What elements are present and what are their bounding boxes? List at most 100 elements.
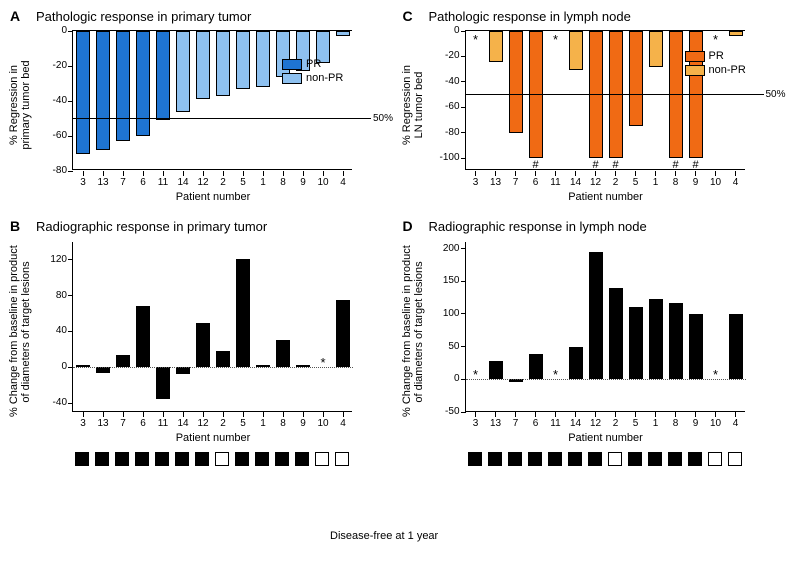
x-tick-label: 14 — [173, 418, 193, 429]
x-tick-label: 9 — [293, 177, 313, 188]
disease-free-box — [468, 452, 482, 466]
legend-swatch — [685, 65, 705, 76]
x-tick-label: 2 — [606, 177, 626, 188]
y-tick-label: 120 — [37, 254, 67, 265]
x-tick-label: 12 — [193, 177, 213, 188]
legend-label: non-PR — [709, 64, 746, 76]
panel-b-radiographic-primary: B Radiographic response in primary tumor… — [10, 218, 389, 508]
legend-label: non-PR — [306, 72, 343, 84]
disease-free-box — [295, 452, 309, 466]
panel-a-pathologic-primary: A Pathologic response in primary tumor -… — [10, 8, 389, 218]
bar — [256, 31, 270, 87]
x-tick-label: 2 — [213, 418, 233, 429]
legend-label: PR — [306, 58, 321, 70]
x-tick-label: 4 — [333, 418, 353, 429]
disease-free-box — [488, 452, 502, 466]
bar — [489, 361, 503, 379]
bar — [136, 31, 150, 136]
legend-label: PR — [709, 50, 724, 62]
bar — [729, 314, 743, 379]
panel-a-letter: A — [10, 8, 20, 24]
panel-c-letter: C — [403, 8, 413, 24]
reference-line-label: 50% — [766, 89, 786, 100]
panel-a-title: Pathologic response in primary tumor — [36, 9, 251, 24]
x-tick-label: 9 — [686, 418, 706, 429]
x-tick-label: 10 — [313, 418, 333, 429]
disease-free-box — [135, 452, 149, 466]
x-axis-label: Patient number — [73, 191, 353, 203]
hash-marker: # — [670, 159, 682, 171]
bar — [629, 307, 643, 380]
x-tick-label: 5 — [233, 177, 253, 188]
x-tick-label: 13 — [486, 418, 506, 429]
bar — [529, 354, 543, 379]
x-tick-label: 12 — [586, 418, 606, 429]
disease-free-box — [155, 452, 169, 466]
x-tick-label: 11 — [546, 177, 566, 188]
bar — [649, 31, 663, 67]
y-tick-label: -40 — [37, 397, 67, 408]
x-tick-label: 10 — [706, 177, 726, 188]
x-tick-label: 7 — [113, 418, 133, 429]
disease-free-box — [728, 452, 742, 466]
x-tick-label: 12 — [586, 177, 606, 188]
x-tick-label: 13 — [93, 177, 113, 188]
x-tick-label: 2 — [606, 418, 626, 429]
legend-swatch — [282, 73, 302, 84]
bar — [629, 31, 643, 126]
bar — [216, 31, 230, 96]
y-tick-label: 100 — [430, 308, 460, 319]
disease-free-box — [648, 452, 662, 466]
x-tick-label: 11 — [153, 177, 173, 188]
disease-free-box — [335, 452, 349, 466]
disease-free-box — [628, 452, 642, 466]
bar — [196, 31, 210, 99]
x-tick-label: 14 — [173, 177, 193, 188]
panel-b-letter: B — [10, 218, 20, 234]
disease-free-box — [528, 452, 542, 466]
y-tick-label: -60 — [430, 101, 460, 112]
y-tick-label: -80 — [430, 127, 460, 138]
y-tick-label: 0 — [430, 373, 460, 384]
y-tick-label: 150 — [430, 275, 460, 286]
y-axis-label: % Change from baseline in product of dia… — [8, 247, 32, 417]
hash-marker: # — [590, 159, 602, 171]
disease-free-box — [255, 452, 269, 466]
x-tick-label: 13 — [93, 418, 113, 429]
disease-free-box — [548, 452, 562, 466]
x-tick-label: 6 — [526, 418, 546, 429]
x-tick-label: 2 — [213, 177, 233, 188]
bar — [176, 31, 190, 112]
null-marker: * — [470, 32, 482, 47]
bar — [116, 355, 130, 368]
x-tick-label: 8 — [666, 418, 686, 429]
y-axis-label: % Regression in primary tumor bed — [8, 35, 32, 175]
bar — [729, 31, 743, 36]
y-tick-label: 0 — [37, 361, 67, 372]
x-tick-label: 1 — [646, 177, 666, 188]
disease-free-box — [115, 452, 129, 466]
x-tick-label: 8 — [273, 177, 293, 188]
disease-free-box — [195, 452, 209, 466]
bar — [156, 367, 170, 399]
y-tick-label: -20 — [37, 60, 67, 71]
x-tick-label: 6 — [133, 177, 153, 188]
hash-marker: # — [610, 159, 622, 171]
x-axis-label: Patient number — [466, 432, 746, 444]
x-tick-label: 14 — [566, 418, 586, 429]
disease-free-box — [668, 452, 682, 466]
bar — [689, 314, 703, 379]
x-tick-label: 14 — [566, 177, 586, 188]
null-marker: * — [550, 367, 562, 382]
x-tick-label: 4 — [726, 418, 746, 429]
bar — [589, 252, 603, 380]
disease-free-box — [75, 452, 89, 466]
null-marker: * — [710, 32, 722, 47]
x-tick-label: 3 — [73, 418, 93, 429]
x-tick-label: 7 — [506, 177, 526, 188]
bar — [336, 300, 350, 367]
y-tick-label: -60 — [37, 130, 67, 141]
x-axis-label: Patient number — [73, 432, 353, 444]
x-tick-label: 6 — [526, 177, 546, 188]
bar — [276, 340, 290, 367]
